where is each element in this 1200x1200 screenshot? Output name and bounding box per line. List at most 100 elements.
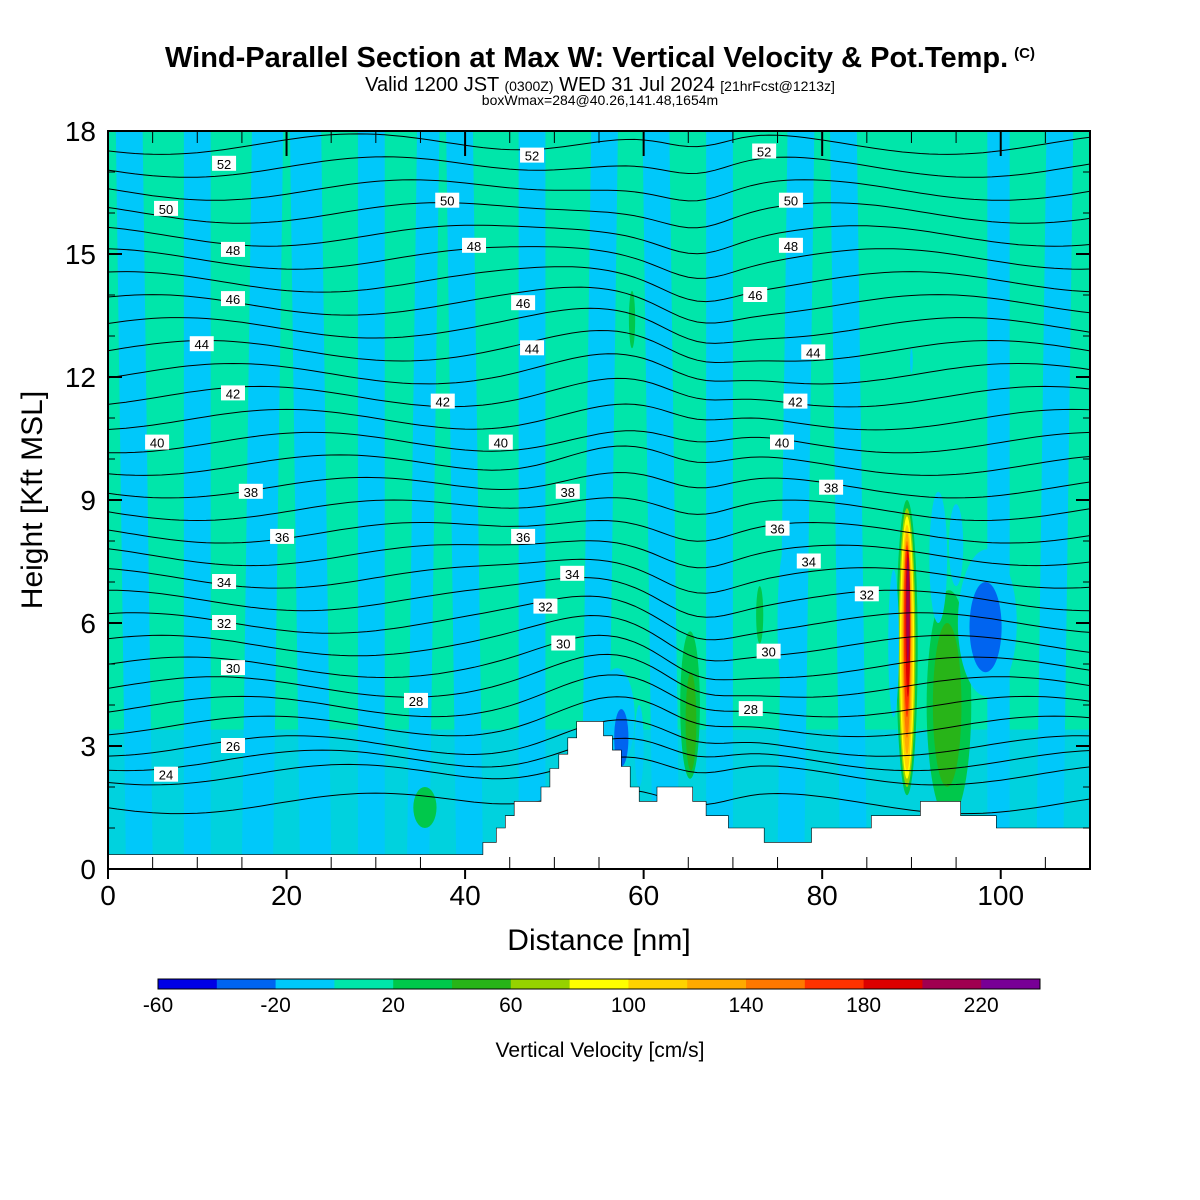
contour-label: 50 <box>778 192 803 209</box>
svg-text:26: 26 <box>226 739 240 754</box>
svg-text:46: 46 <box>226 292 240 307</box>
contour-label: 38 <box>555 483 580 500</box>
x-tick-label: 40 <box>450 880 481 911</box>
contour-label: 48 <box>462 237 487 254</box>
y-tick-label: 12 <box>65 362 96 393</box>
contour-label: 42 <box>430 393 455 410</box>
contour-label: 38 <box>238 483 263 500</box>
theta-isoline <box>108 634 1090 681</box>
svg-text:48: 48 <box>226 243 240 258</box>
x-axis-label: Distance [nm] <box>507 924 690 957</box>
colorbar-swatch <box>804 979 865 989</box>
contour-label: 36 <box>270 528 295 545</box>
theta-isoline <box>108 445 1090 476</box>
theta-isoline <box>108 307 1090 344</box>
x-tick-label: 0 <box>100 880 116 911</box>
contour-label: 42 <box>783 393 808 410</box>
svg-text:30: 30 <box>556 637 570 652</box>
theta-isoline <box>108 471 1090 499</box>
theta-isoline <box>108 179 1090 202</box>
x-tick-label: 20 <box>271 880 302 911</box>
svg-text:32: 32 <box>217 616 231 631</box>
theta-isoline <box>108 576 1090 618</box>
colorbar-swatch <box>393 979 453 989</box>
colorbar: -60 -20 20 60 100 140 180 220 <box>143 978 1041 1017</box>
theta-isoline <box>108 202 1090 229</box>
svg-text:28: 28 <box>409 694 423 709</box>
svg-text:42: 42 <box>788 395 802 410</box>
theta-isoline <box>108 224 1090 255</box>
svg-text:42: 42 <box>436 395 450 410</box>
svg-text:52: 52 <box>525 149 539 164</box>
x-tick-label: 80 <box>807 880 838 911</box>
colorbar-swatch <box>275 979 335 989</box>
title-units: (C) <box>1014 45 1035 62</box>
contour-label: 36 <box>765 520 790 537</box>
downdraft-streak <box>407 131 440 857</box>
downdraft-streak <box>446 131 483 857</box>
y-tick-label: 0 <box>80 854 96 885</box>
svg-text:38: 38 <box>824 481 838 496</box>
svg-text:34: 34 <box>802 555 816 570</box>
y-tick-label: 18 <box>65 116 96 147</box>
colorbar-tick-label: 180 <box>846 994 881 1017</box>
contour-label: 32 <box>854 586 879 602</box>
contour-label: 34 <box>212 574 237 590</box>
contour-label: 44 <box>189 336 214 352</box>
svg-text:44: 44 <box>525 341 539 356</box>
colorbar-tick-label: -60 <box>143 994 173 1017</box>
svg-text:40: 40 <box>494 436 508 451</box>
terrain-profile <box>108 721 1090 869</box>
svg-text:38: 38 <box>244 485 258 500</box>
theta-isoline <box>108 266 1090 303</box>
svg-text:46: 46 <box>516 296 530 311</box>
svg-text:32: 32 <box>860 587 874 602</box>
contour-label: 30 <box>551 635 576 652</box>
theta-isoline <box>108 614 1090 662</box>
velocity-cell <box>929 491 948 623</box>
svg-text:50: 50 <box>440 194 454 209</box>
svg-text:24: 24 <box>159 768 173 783</box>
svg-text:38: 38 <box>561 485 575 500</box>
y-tick-label: 15 <box>65 239 96 270</box>
contour-label: 52 <box>752 143 777 160</box>
colorbar-swatch <box>452 979 512 989</box>
theta-isoline <box>108 540 1090 569</box>
colorbar-swatch <box>922 979 982 989</box>
colorbar-tick-label: 60 <box>499 994 522 1017</box>
y-tick-label: 6 <box>80 608 96 639</box>
downdraft-streak <box>357 131 385 857</box>
svg-text:36: 36 <box>770 522 784 537</box>
theta-isoline <box>108 246 1090 279</box>
theta-contour-labels: 24 26 28 28 30 30 30 32 32 32 34 34 34 36 36 36 38 38 38 40… <box>145 143 879 783</box>
svg-text:48: 48 <box>784 239 798 254</box>
contour-label: 28 <box>403 692 428 709</box>
theta-isoline <box>108 674 1090 718</box>
downdraft-streak <box>830 131 867 857</box>
colorbar-tick-label: 20 <box>382 994 405 1017</box>
contour-label: 48 <box>778 237 803 254</box>
svg-text:32: 32 <box>538 600 552 615</box>
svg-text:48: 48 <box>467 239 481 254</box>
contour-label: 44 <box>520 340 545 356</box>
svg-text:36: 36 <box>275 530 289 545</box>
colorbar-swatch <box>510 979 571 989</box>
colorbar-swatch <box>216 979 277 989</box>
contour-label: 48 <box>220 241 245 258</box>
contour-label: 44 <box>801 344 826 360</box>
theta-isoline <box>108 497 1090 522</box>
y-tick-label: 9 <box>80 485 96 516</box>
theta-isoline <box>108 85 1090 108</box>
colorbar-swatch <box>628 979 688 989</box>
velocity-cell <box>634 705 644 787</box>
contour-label: 26 <box>220 738 245 754</box>
theta-isoline <box>108 430 1090 454</box>
svg-text:30: 30 <box>226 661 240 676</box>
svg-text:30: 30 <box>761 645 775 660</box>
theta-isoline <box>108 156 1090 178</box>
svg-text:42: 42 <box>226 386 240 401</box>
contour-label: 46 <box>220 291 245 307</box>
x-tick-label: 100 <box>977 880 1024 911</box>
velocity-cell <box>888 569 899 718</box>
